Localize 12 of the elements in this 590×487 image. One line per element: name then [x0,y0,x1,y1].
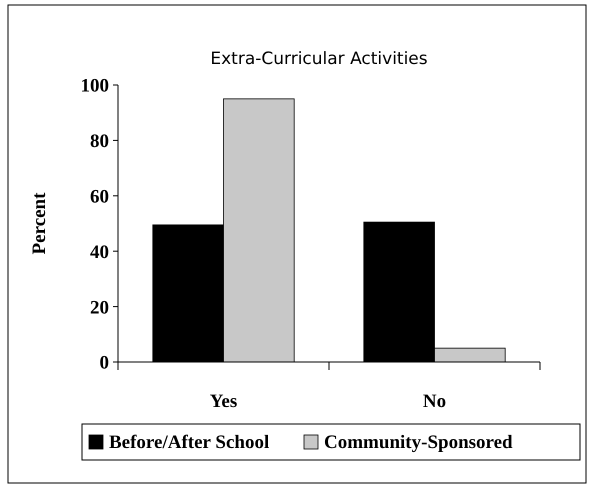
y-axis-title: Percent [29,192,50,254]
y-tick-label: 80 [90,131,109,152]
legend-label: Before/After School [109,432,270,453]
y-tick-label: 20 [90,297,109,318]
y-tick-label: 100 [80,76,109,97]
y-tick-label: 0 [100,352,109,374]
x-tick-label: Yes [210,391,238,412]
y-tick-label: 40 [90,242,109,263]
chart-title: Extra-Curricular Activities [210,49,428,69]
x-tick-label: No [422,391,446,412]
legend-label: Community-Sponsored [324,432,514,453]
y-tick-label: 60 [90,186,109,208]
